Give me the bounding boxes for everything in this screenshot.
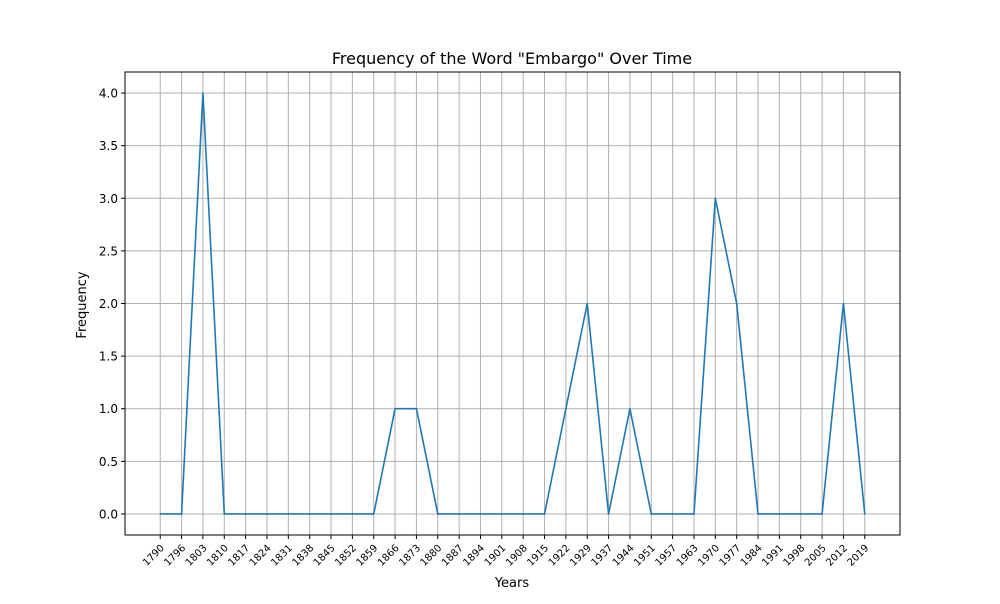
data-point xyxy=(159,513,162,515)
data-point xyxy=(330,513,332,515)
x-axis-label: Years xyxy=(494,576,530,591)
data-point xyxy=(607,513,610,515)
data-point xyxy=(436,513,439,515)
x-tick-label: 1908 xyxy=(504,543,530,569)
y-tick-label: 0.5 xyxy=(99,455,118,469)
data-point xyxy=(458,513,460,515)
x-tick-label: 1957 xyxy=(653,543,679,569)
plot-frame xyxy=(124,71,901,536)
data-point xyxy=(202,92,204,94)
data-point xyxy=(287,513,290,515)
x-tick-label: 2019 xyxy=(846,543,872,569)
chart-title: Frequency of the Word "Embargo" Over Tim… xyxy=(332,49,692,68)
y-axis-ticks: 0.0 0.5 1.0 1.5 2.0 2.5 3.0 3.5 4.0 xyxy=(99,87,125,521)
x-tick-label: 1831 xyxy=(269,543,295,569)
x-tick-label: 1922 xyxy=(547,543,573,569)
x-tick-label: 1970 xyxy=(696,543,722,569)
data-point xyxy=(629,407,631,410)
data-point xyxy=(650,513,653,515)
data-point xyxy=(735,302,738,305)
x-tick-label: 1817 xyxy=(227,543,253,569)
y-tick-label: 3.5 xyxy=(99,139,118,153)
data-point xyxy=(223,513,226,515)
data-point xyxy=(522,513,524,515)
data-point xyxy=(671,513,674,515)
data-point xyxy=(479,513,482,515)
y-tick-label: 2.5 xyxy=(99,244,118,258)
data-point xyxy=(863,513,866,515)
data-point xyxy=(266,513,268,515)
data-point xyxy=(565,407,567,410)
series-line xyxy=(160,93,866,515)
data-point xyxy=(543,513,546,515)
x-tick-label: 1929 xyxy=(568,543,594,569)
y-tick-label: 3.0 xyxy=(99,192,118,206)
x-tick-label: 1880 xyxy=(419,543,445,569)
data-point xyxy=(308,513,311,515)
data-point xyxy=(842,302,845,305)
data-point xyxy=(501,513,503,515)
x-tick-label: 1845 xyxy=(312,543,338,569)
x-tick-label: 1894 xyxy=(461,543,487,569)
data-point xyxy=(415,407,418,410)
data-point xyxy=(799,513,802,515)
x-tick-label: 1937 xyxy=(589,543,615,569)
x-tick-label: 1887 xyxy=(440,543,466,569)
x-tick-label: 1803 xyxy=(184,543,210,569)
data-point xyxy=(693,513,695,515)
x-tick-label: 1915 xyxy=(525,543,551,569)
y-tick-label: 4.0 xyxy=(99,87,118,101)
data-point xyxy=(244,513,247,515)
x-tick-label: 2005 xyxy=(803,543,829,569)
series-layer xyxy=(159,92,866,515)
x-tick-label: 1852 xyxy=(333,543,359,569)
x-tick-label: 1944 xyxy=(611,543,637,569)
data-point xyxy=(372,513,375,515)
y-tick-label: 0.0 xyxy=(99,507,118,521)
data-point xyxy=(351,513,354,515)
x-tick-label: 1796 xyxy=(162,543,188,569)
data-point xyxy=(714,197,717,200)
y-tick-label: 1.5 xyxy=(99,350,118,364)
x-tick-label: 1901 xyxy=(483,543,509,569)
x-tick-label: 1866 xyxy=(376,543,402,569)
x-tick-label: 1984 xyxy=(739,543,765,569)
x-tick-label: 1998 xyxy=(782,543,808,569)
x-axis-ticks: 1790179618031810181718241831183818451852… xyxy=(141,535,871,569)
y-axis-label: Frequency xyxy=(75,271,90,338)
x-tick-label: 1977 xyxy=(718,543,744,569)
y-tick-label: 2.0 xyxy=(99,297,118,311)
x-tick-label: 2012 xyxy=(824,543,850,569)
x-tick-label: 1824 xyxy=(248,543,274,569)
x-tick-label: 1790 xyxy=(141,543,167,569)
x-tick-label: 1810 xyxy=(205,543,231,569)
y-tick-label: 1.0 xyxy=(99,402,118,416)
x-tick-label: 1859 xyxy=(355,543,381,569)
x-tick-label: 1873 xyxy=(397,543,423,569)
x-tick-label: 1951 xyxy=(632,543,658,569)
x-tick-label: 1963 xyxy=(675,543,701,569)
grid xyxy=(125,72,900,535)
x-tick-label: 1838 xyxy=(291,543,317,569)
data-point xyxy=(778,513,781,515)
data-point xyxy=(586,302,589,305)
data-point xyxy=(394,407,396,410)
data-point xyxy=(180,513,183,515)
data-point xyxy=(757,513,759,515)
x-tick-label: 1991 xyxy=(760,543,786,569)
data-point xyxy=(821,513,823,515)
